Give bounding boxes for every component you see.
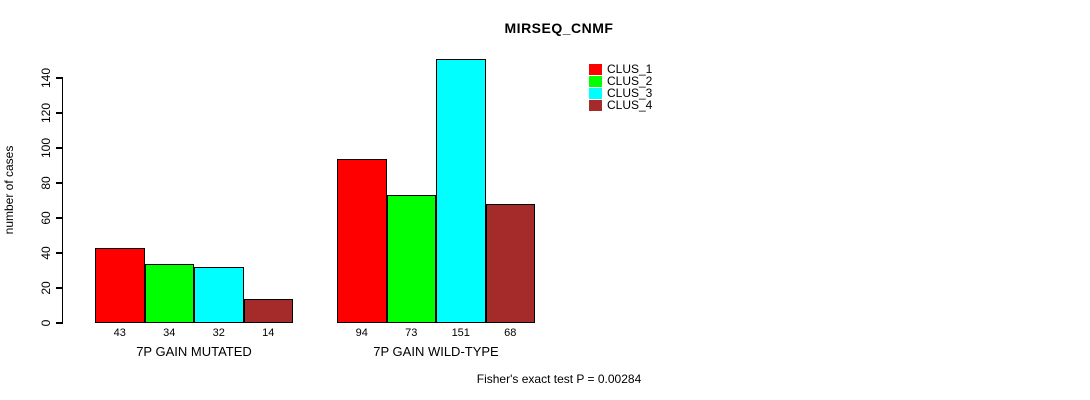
bar-clus_2-group2	[386, 195, 436, 323]
y-tick-mark	[56, 217, 63, 219]
bar-clus_4-group2	[485, 204, 535, 323]
bar-value-label: 34	[163, 327, 176, 339]
y-tick-mark	[56, 322, 63, 324]
bar-clus_1-group1	[95, 247, 145, 323]
legend-row-clus_2: CLUS_2	[589, 75, 652, 87]
chart-title: MIRSEQ_CNMF	[504, 20, 614, 36]
bar-value-label: 43	[113, 327, 126, 339]
legend: CLUS_1 CLUS_2 CLUS_3 CLUS_4	[589, 63, 652, 111]
y-tick-label: 40	[39, 246, 53, 260]
y-tick-label: 80	[39, 176, 53, 190]
bar-value-label: 14	[262, 327, 275, 339]
y-tick-label: 140	[39, 67, 53, 89]
y-tick-mark	[56, 287, 63, 289]
bar-clus_4-group1	[243, 298, 293, 323]
bar-value-label: 68	[504, 327, 517, 339]
legend-swatch-clus_1	[589, 63, 602, 75]
y-tick-mark	[56, 112, 63, 114]
y-axis-line	[61, 78, 63, 324]
y-tick-label: 60	[39, 211, 53, 225]
y-tick-label: 120	[39, 102, 53, 124]
legend-row-clus_3: CLUS_3	[589, 87, 652, 99]
y-tick-label: 0	[39, 319, 53, 327]
y-tick-mark	[56, 182, 63, 184]
legend-row-clus_1: CLUS_1	[589, 63, 652, 75]
y-tick-label: 100	[39, 137, 53, 159]
legend-label: CLUS_2	[607, 74, 653, 88]
fisher-test-annotation: Fisher's exact test P = 0.00284	[476, 372, 642, 386]
bar-clus_2-group1	[144, 263, 194, 323]
category-label-1: 7P GAIN MUTATED	[136, 344, 252, 359]
y-tick-mark	[56, 147, 63, 149]
bar-clus_3-group1	[194, 267, 244, 323]
bar-value-label: 73	[405, 327, 418, 339]
y-tick-mark	[56, 252, 63, 254]
legend-swatch-clus_3	[589, 87, 602, 99]
legend-label: CLUS_4	[607, 98, 653, 112]
legend-row-clus_4: CLUS_4	[589, 99, 652, 111]
y-axis-label: number of cases	[2, 145, 16, 235]
legend-swatch-clus_4	[589, 99, 602, 111]
bar-value-label: 94	[355, 327, 368, 339]
y-tick-label: 20	[39, 281, 53, 295]
category-label-2: 7P GAIN WILD-TYPE	[373, 344, 499, 359]
bar-value-label: 151	[451, 327, 470, 339]
bar-value-label: 32	[212, 327, 225, 339]
legend-swatch-clus_2	[589, 75, 602, 87]
y-tick-mark	[56, 77, 63, 79]
legend-label: CLUS_1	[607, 62, 653, 76]
bar-clus_1-group2	[337, 158, 387, 323]
legend-label: CLUS_3	[607, 86, 653, 100]
bar-clus_3-group2	[436, 58, 486, 323]
